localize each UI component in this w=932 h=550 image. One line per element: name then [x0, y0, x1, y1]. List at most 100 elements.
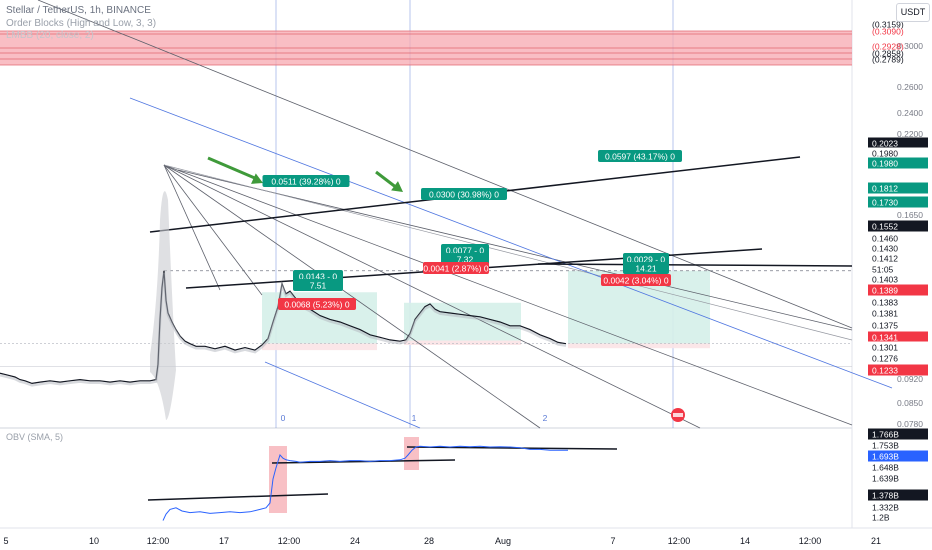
- currency-selector[interactable]: USDT: [896, 3, 930, 22]
- obv-tag-bg: [868, 472, 928, 484]
- obv-zone: [404, 437, 419, 470]
- obv-tag-bg: [868, 450, 928, 462]
- price-tag-bg: [868, 284, 928, 296]
- grid-layer: [0, 0, 932, 529]
- price-tag: 0.1381: [872, 309, 898, 319]
- time-tick-label: 28: [424, 536, 434, 546]
- price-tick-label: 0.0920: [897, 374, 923, 384]
- price-tag-bg: [868, 137, 928, 149]
- price-tag-bg: [868, 147, 928, 159]
- price-axis-layer[interactable]: 0.3000 0.2600 0.2400 0.2200 0.1650 0.0920 0.08…: [868, 20, 928, 523]
- price-tag: 0.1812: [872, 184, 898, 194]
- time-tick-label: 12:00: [799, 536, 822, 546]
- obv-legend[interactable]: OBV (SMA, 5): [6, 432, 64, 442]
- price-tick-label: 0.2600: [897, 82, 923, 92]
- symbol-legend[interactable]: Stellar / TetherUS, 1h, BINANCE: [6, 5, 151, 16]
- position-box: [568, 343, 710, 349]
- obv-tag: 1.766B: [872, 430, 899, 440]
- event-icon-band: [673, 413, 683, 417]
- price-line: [0, 270, 567, 385]
- signal-arrow: [375, 170, 398, 190]
- price-tick-label: 0.0850: [897, 398, 923, 408]
- time-tick-label: 10: [89, 536, 99, 546]
- bollinger-envelope: [150, 191, 176, 420]
- obv-tag: 1.378B: [872, 491, 899, 501]
- price-tag: (0.2928): [872, 42, 904, 52]
- trade-label-bg: [278, 298, 356, 310]
- price-tag-bg: [868, 157, 928, 169]
- price-tag: 0.1552: [872, 222, 898, 232]
- price-tag: 0.1276: [872, 354, 898, 364]
- obv-tag-bg: [868, 489, 928, 501]
- trade-label: 0.0042 (3.04%) 0: [603, 276, 668, 286]
- trade-label: 0.0077 - 0: [446, 246, 485, 256]
- channel-line: [163, 164, 263, 296]
- trade-label-bg: [623, 262, 669, 274]
- price-tag: 0.1730: [872, 198, 898, 208]
- bollinger-legend[interactable]: LMBB (20, close, 2): [6, 30, 94, 41]
- channel-line: [163, 164, 853, 426]
- time-tick-label: 17: [219, 536, 229, 546]
- series-layer: [0, 191, 568, 521]
- price-tag: 0.1460: [872, 234, 898, 244]
- obv-tag-bg: [868, 501, 928, 513]
- time-tick-label: Aug: [495, 536, 511, 546]
- price-tag: 0.1301: [872, 343, 898, 353]
- price-tag-bg: [868, 273, 928, 285]
- price-tag: 0.1980: [872, 149, 898, 159]
- price-tag-bg: [868, 252, 928, 264]
- trade-label: 0.0511 (39.28%) 0: [271, 177, 341, 187]
- obv-tag: 1.332B: [872, 503, 899, 513]
- obv-tag-bg: [868, 439, 928, 451]
- channel-line: [163, 164, 701, 429]
- trade-label: 0.0597 (43.17%) 0: [605, 152, 675, 162]
- trend-line: [537, 263, 853, 267]
- time-tick-label: 7: [610, 536, 615, 546]
- price-tag-bg: [868, 242, 928, 254]
- trade-label-bg: [601, 274, 671, 286]
- price-tag-bg: [868, 220, 928, 232]
- price-tag-bg: [868, 307, 928, 319]
- trend-line: [147, 493, 329, 501]
- time-tick-label: 14: [740, 536, 750, 546]
- obv-zone: [269, 446, 287, 513]
- time-axis-layer[interactable]: 5 10 12:00 17 12:00 24 28 Aug 7 12:00 14 12:00 21: [3, 536, 881, 546]
- time-tick-label: 12:00: [668, 536, 691, 546]
- trade-label-bg: [293, 279, 343, 291]
- signal-arrowhead: [391, 181, 403, 192]
- trade-label: 0.0143 - 0: [299, 272, 338, 282]
- trade-label-bg: [423, 262, 489, 274]
- time-tick-label: 5: [3, 536, 8, 546]
- price-tag: 0.1383: [872, 298, 898, 308]
- price-tag: (0.2789): [872, 55, 904, 65]
- channel-line: [163, 164, 853, 341]
- price-tag: 0.1403: [872, 275, 898, 285]
- price-tick-label: 0.2400: [897, 108, 923, 118]
- drawings-layer: [0, 0, 893, 501]
- channel-line: [37, 0, 853, 329]
- price-tag: (0.3159): [872, 20, 904, 30]
- price-shadow: [0, 272, 567, 387]
- price-tag: 0.1980: [872, 159, 898, 169]
- time-tick-label: 12:00: [147, 536, 170, 546]
- obv-tag: 1.639B: [872, 474, 899, 484]
- cycle-label: 2: [543, 413, 548, 423]
- price-tag: 0.1412: [872, 254, 898, 264]
- time-tick-label: 21: [871, 536, 881, 546]
- price-tag-bg: [868, 263, 928, 275]
- trade-label-bg: [598, 150, 682, 162]
- price-tick-label: 0.1650: [897, 210, 923, 220]
- price-tag: 0.1341: [872, 333, 898, 343]
- order-blocks-legend[interactable]: Order Blocks (High and Low, 3, 3): [6, 18, 157, 29]
- obv-tag: 1.2B: [872, 513, 890, 523]
- price-tag: 0.1375: [872, 321, 898, 331]
- obv-tag-bg: [868, 428, 928, 440]
- price-tag-bg: [868, 232, 928, 244]
- trade-label: 7.51: [310, 281, 327, 291]
- trade-label-bg: [421, 188, 507, 200]
- trade-label: 0.0068 (5.23%) 0: [284, 300, 349, 310]
- channel-line: [177, 169, 853, 331]
- channel-line-blue: [129, 97, 893, 389]
- price-tag: 0.2023: [872, 139, 898, 149]
